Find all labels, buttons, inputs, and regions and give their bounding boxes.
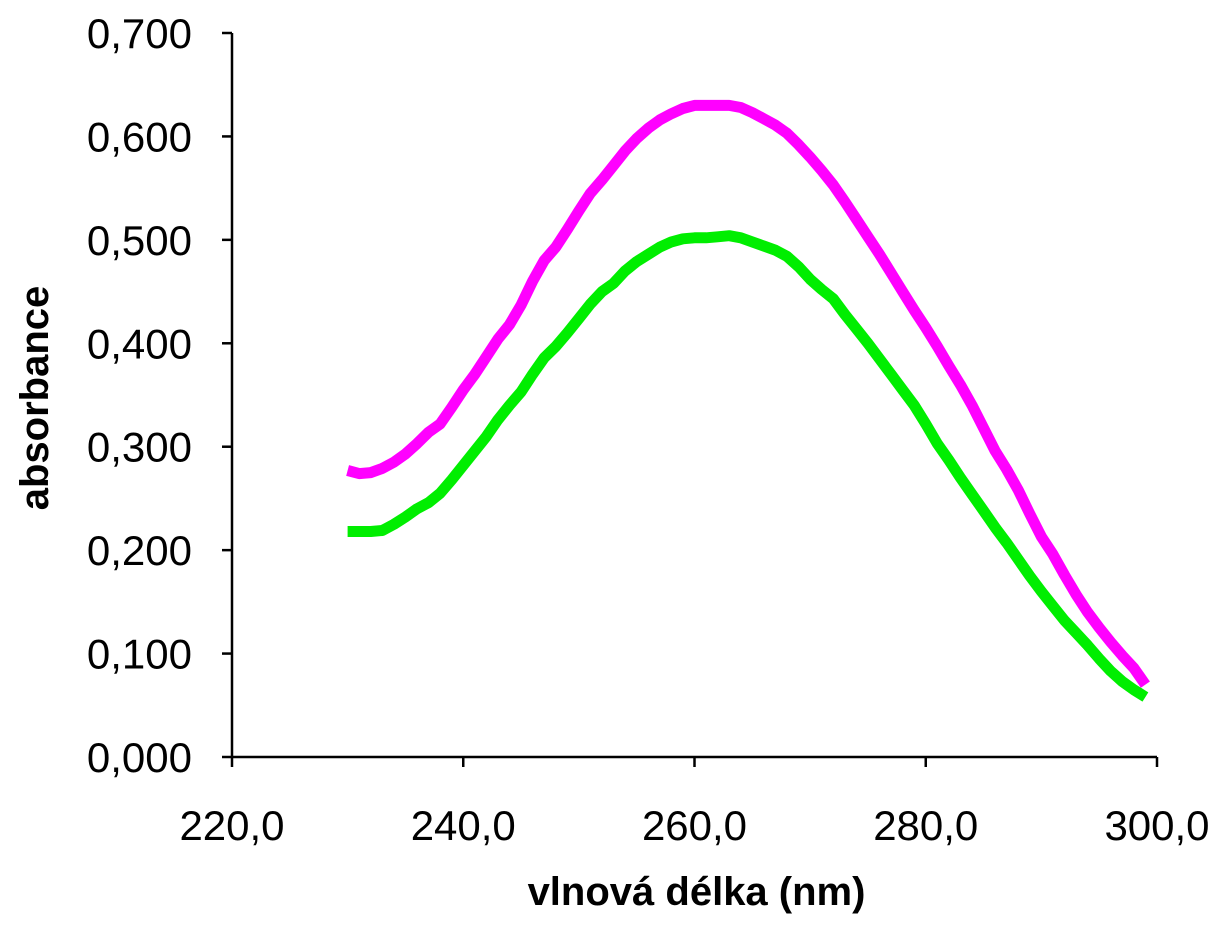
x-tick-label: 280,0 bbox=[873, 802, 978, 849]
y-tick-label: 0,600 bbox=[87, 113, 192, 160]
series-layer bbox=[346, 99, 1150, 702]
y-tick-label: 0,400 bbox=[87, 320, 192, 367]
x-tick-label: 220,0 bbox=[179, 802, 284, 849]
x-tick-label: 260,0 bbox=[642, 802, 747, 849]
x-tick-label: 300,0 bbox=[1104, 802, 1209, 849]
y-tick-label: 0,000 bbox=[87, 734, 192, 781]
y-tick-label: 0,300 bbox=[87, 424, 192, 471]
x-tick-label: 240,0 bbox=[411, 802, 516, 849]
x-axis-title: vlnová délka (nm) bbox=[528, 870, 866, 914]
y-tick-label: 0,500 bbox=[87, 217, 192, 264]
y-ticks: 0,000 0,100 0,200 0,300 0,400 0,500 0,600 0,700 bbox=[87, 10, 232, 781]
series-line-1 bbox=[346, 99, 1150, 688]
y-axis-title: absorbance bbox=[13, 286, 57, 511]
x-ticks: 220,0 240,0 260,0 280,0 300,0 bbox=[179, 757, 1210, 849]
y-tick-label: 0,100 bbox=[87, 631, 192, 678]
series-line-2 bbox=[347, 230, 1149, 702]
y-tick-label: 0,700 bbox=[87, 10, 192, 57]
y-tick-label: 0,200 bbox=[87, 527, 192, 574]
